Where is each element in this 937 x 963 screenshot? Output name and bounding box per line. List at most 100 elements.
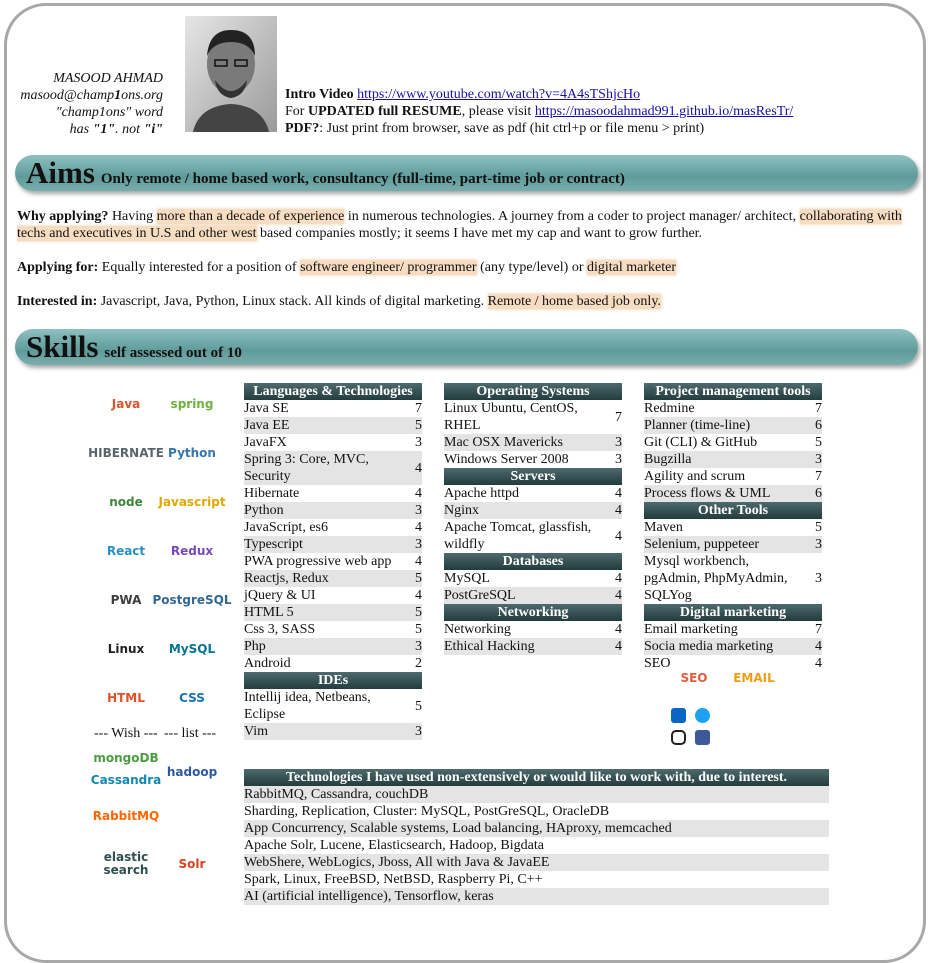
table-row: Sharding, Replication, Cluster: MySQL, P…: [244, 804, 610, 819]
skill-name: Apache Tomcat, glassfish, wildfly: [444, 520, 592, 552]
text: in numerous technologies. A journey from…: [344, 209, 800, 224]
skill-name: Redmine: [644, 401, 695, 416]
table-row: Mac OSX Mavericks 3: [444, 434, 622, 451]
skill-score: 4: [415, 554, 422, 569]
text: based companies mostly; it seems I have …: [256, 226, 703, 241]
skill-name: Typescript: [244, 537, 303, 552]
paragraph-label: Interested in:: [17, 294, 98, 309]
table-header: Servers: [444, 468, 622, 485]
label: Intro Video: [285, 87, 354, 102]
skill-score: 5: [415, 698, 422, 714]
logo-label: HIBERNATE: [88, 445, 164, 460]
skill-name: Windows Server 2008: [444, 452, 569, 467]
table-row: MySQL 4: [444, 570, 622, 587]
logo-label: PostgreSQL: [152, 592, 232, 607]
skill-table: Networking Networking 4 Ethical Hacking 4: [444, 604, 622, 655]
skill-score: 3: [415, 639, 422, 654]
logo-label: mongoDB: [93, 750, 159, 765]
table-row: JavaScript, es6 4: [244, 519, 422, 536]
logo-label: Linux: [107, 641, 145, 656]
logo-label: Solr: [178, 856, 206, 871]
table-row: Spring 3: Core, MVC, Security 4: [244, 451, 422, 485]
skill-name: jQuery & UI: [244, 588, 316, 603]
linkedin-icon[interactable]: [671, 708, 686, 723]
table-row: Apache Solr, Lucene, Elasticsearch, Hado…: [244, 838, 544, 853]
skill-score: 5: [815, 520, 822, 535]
table-row: WebShere, WebLogics, Jboss, All with Jav…: [244, 854, 829, 871]
subtitle: Only remote / home based work, consultan…: [100, 171, 625, 187]
skill-score: 2: [415, 656, 422, 671]
skill-score: 4: [415, 460, 422, 476]
skill-score: 4: [615, 588, 622, 603]
highlight: digital marketer: [586, 260, 677, 275]
skill-name: Selenium, puppeteer: [644, 537, 760, 552]
text: Having: [108, 209, 157, 224]
table-row: Java SE 7: [244, 400, 422, 417]
instagram-icon[interactable]: [671, 730, 686, 745]
pdf-line: PDF?: Just print from browser, save as p…: [285, 120, 793, 137]
skill-table: Project management tools Redmine 7 Planner …: [644, 383, 822, 502]
skill-name: Mysql workbench, pgAdmin, PhpMyAdmin, SQ…: [644, 554, 788, 603]
skill-name: Socia media marketing: [644, 639, 774, 654]
logo-label: Cassandra: [90, 772, 162, 787]
table-header: IDEs: [244, 672, 422, 689]
note-part: "1": [92, 122, 116, 137]
twitter-icon[interactable]: [695, 708, 710, 723]
skill-name: PostGreSQL: [444, 588, 516, 603]
skill-name: Linux Ubuntu, CentOS, RHEL: [444, 401, 578, 433]
logo: RabbitMQ: [93, 796, 160, 836]
table-row: Email marketing 7: [644, 621, 822, 638]
skill-score: 5: [415, 605, 422, 620]
skill-name: Java EE: [244, 418, 290, 433]
intro-video: Intro Video https://www.youtube.com/watc…: [285, 86, 793, 103]
name: MASOOD AHMAD: [53, 71, 163, 86]
skill-score: 3: [815, 537, 822, 552]
skill-name: SEO: [644, 656, 671, 671]
skill-score: 3: [615, 452, 622, 467]
table-row: JavaFX 3: [244, 434, 422, 451]
table-row: SEO 4: [644, 655, 822, 672]
skill-name: Intellij idea, Netbeans, Eclipse: [244, 690, 371, 722]
skill-score: 7: [615, 409, 622, 425]
table-row: Maven 5: [644, 519, 822, 536]
identity: MASOOD AHMAD masood@champ1ons.org "champ…: [20, 70, 163, 138]
table-row: Process flows & UML 6: [644, 485, 822, 502]
skill-score: 4: [615, 503, 622, 518]
highlight: software engineer/ programmer: [300, 260, 477, 275]
table-row: Git (CLI) & GitHub 5: [644, 434, 822, 451]
table-row: Hibernate 4: [244, 485, 422, 502]
text: (any type/level) or: [476, 260, 587, 275]
table-header: Technologies I have used non-extensively…: [244, 769, 829, 786]
logo: Cassandra: [90, 760, 162, 800]
text: For: [285, 104, 308, 119]
skill-score: 6: [815, 418, 822, 433]
paragraph-label: Applying for:: [17, 260, 99, 275]
link[interactable]: https://www.youtube.com/watch?v=4A4sTShj…: [357, 87, 641, 102]
skill-table: Operating Systems Linux Ubuntu, CentOS, R…: [444, 383, 622, 468]
link[interactable]: https://masoodahmad991.github.io/masResT…: [534, 104, 794, 119]
logo: mongoDB: [93, 738, 159, 778]
skill-score: 4: [615, 528, 622, 544]
logo-label: spring: [170, 396, 214, 411]
facebook-icon[interactable]: [695, 730, 710, 745]
skill-name: Planner (time-line): [644, 418, 751, 433]
skill-name: Git (CLI) & GitHub: [644, 435, 758, 450]
logo-label: Redux: [170, 543, 214, 558]
logo: Solr: [160, 844, 224, 884]
skill-score: 3: [815, 571, 822, 586]
logo-label: HTML: [107, 690, 145, 705]
logo: Redux: [160, 531, 224, 571]
logo-label: Python: [168, 445, 216, 460]
skill-name: Process flows & UML: [644, 486, 771, 501]
skill-score: 6: [815, 486, 822, 501]
logo: Java: [94, 384, 158, 424]
text: Equally interested for a position of: [98, 260, 301, 275]
table-row: Android 2: [244, 655, 422, 672]
skill-score: 4: [615, 622, 622, 637]
skill-score: 4: [615, 571, 622, 586]
title: Aims: [26, 155, 95, 190]
logo: SEO: [662, 658, 726, 698]
logo-label: hadoop: [166, 764, 218, 779]
logo-label: PWA: [110, 592, 142, 607]
table-row: Networking 4: [444, 621, 622, 638]
